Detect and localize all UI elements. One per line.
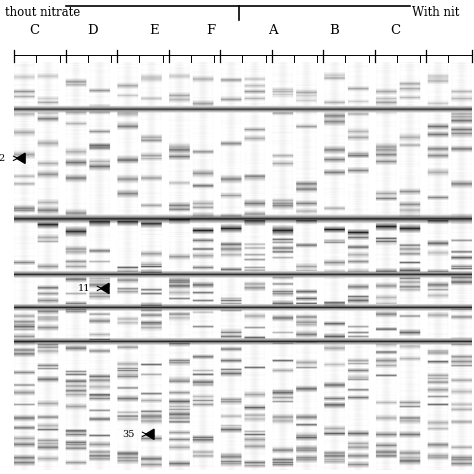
Text: B: B [329, 24, 339, 37]
Text: 35: 35 [123, 430, 135, 439]
Polygon shape [100, 283, 109, 293]
Text: C: C [29, 24, 39, 37]
Text: With nit: With nit [412, 6, 460, 18]
Text: F: F [206, 24, 216, 37]
Text: 11: 11 [78, 284, 90, 293]
Text: C: C [391, 24, 401, 37]
Text: thout nitrate: thout nitrate [5, 6, 80, 18]
Text: E: E [149, 24, 159, 37]
Text: D: D [87, 24, 98, 37]
Text: A: A [268, 24, 277, 37]
Text: 2: 2 [0, 154, 5, 163]
Polygon shape [146, 429, 154, 439]
Polygon shape [17, 153, 25, 164]
